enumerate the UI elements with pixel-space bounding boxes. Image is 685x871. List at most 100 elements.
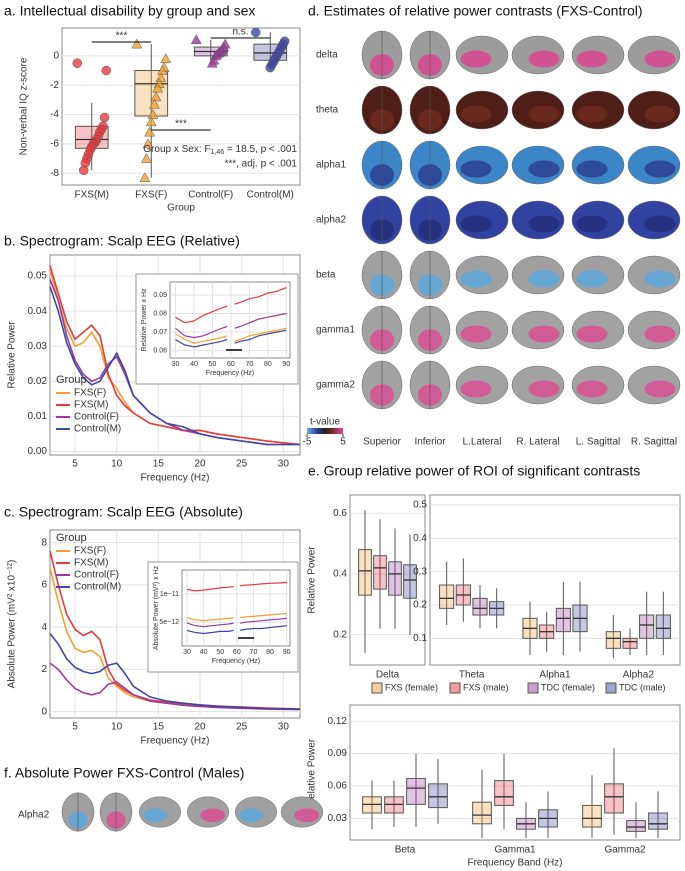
stats-text-part: = 18.5, p < .001 (224, 144, 297, 155)
y-tick-label: 4 (41, 622, 47, 633)
x-tick-label: Alpha1 (539, 670, 571, 681)
box (472, 801, 492, 825)
x-tick-label: 60 (233, 649, 241, 656)
y-tick-label: -8 (50, 168, 59, 179)
brain-activation (528, 380, 560, 398)
y-tick-label: 0.6 (333, 508, 347, 519)
brain-activation (644, 105, 676, 123)
y-tick-label: 0.09 (328, 748, 348, 759)
brain-activation (528, 50, 560, 68)
y-tick-label: 0.07 (153, 329, 167, 336)
box (605, 631, 621, 649)
y-axis-label: Non-verbal IQ z-score (19, 57, 30, 155)
box (403, 564, 417, 599)
brain-activation (576, 380, 608, 398)
x-tick-label: 90 (283, 649, 291, 656)
y-tick-label: 8 (41, 537, 47, 548)
x-tick-label: Delta (376, 670, 400, 681)
row-label: alpha1 (316, 160, 346, 171)
x-tick-label: 80 (264, 361, 272, 368)
view-label: Inferior (414, 437, 446, 448)
x-tick-label: 90 (282, 361, 290, 368)
colorbar-tick-label: 5 (340, 437, 346, 448)
x-tick-label: 30 (183, 649, 191, 656)
data-point (265, 62, 275, 73)
y-tick-label: -2 (50, 80, 59, 91)
colorbar (307, 428, 343, 434)
box (604, 783, 624, 814)
brain-activation (576, 50, 608, 68)
row-label: alpha2 (316, 215, 346, 226)
significance-label: n.s. (232, 27, 248, 38)
x-tick-label: Gamma1 (494, 845, 536, 856)
panel-title: d. Estimates of relative power contrasts… (308, 3, 643, 19)
y-tick-label: 0.3 (413, 566, 427, 577)
legend-title: Group (56, 532, 87, 544)
x-tick-label: 60 (227, 361, 235, 368)
data-point (131, 38, 143, 49)
stats-text-part: 1,46 (211, 149, 225, 156)
y-tick-label: 0.08 (153, 310, 167, 317)
brain-activation (576, 325, 608, 343)
x-tick-label: 20 (194, 459, 206, 470)
series-line (49, 633, 301, 710)
x-tick-label: Beta (395, 845, 416, 856)
brain-activation (460, 325, 492, 343)
view-label: R. Sagittal (631, 437, 677, 448)
chart-title: a. Intellectual disability by group and … (4, 3, 255, 19)
y-tick-label: 0.4 (333, 569, 347, 580)
legend-label: FXS (female) (385, 682, 438, 692)
series-line (186, 612, 287, 622)
brain-activation (528, 160, 560, 178)
legend-swatch (371, 682, 383, 694)
y-tick-label: 0.2 (333, 629, 347, 640)
data-point (142, 138, 154, 149)
y-axis-label: Absolute Power (mV²) x Hz (153, 565, 160, 650)
y-axis-label: Relative Power (307, 546, 318, 614)
x-axis-label: Frequency Band (Hz) (467, 858, 562, 869)
data-point (206, 57, 218, 68)
x-tick-label: 20 (194, 722, 206, 733)
significance-label: *** (175, 119, 187, 130)
series-line (175, 329, 287, 348)
data-point (147, 109, 159, 119)
x-axis-label: Frequency (Hz) (141, 736, 210, 747)
x-tick-label: 70 (245, 361, 253, 368)
x-tick-label: Theta (459, 670, 485, 681)
plot-area (181, 569, 291, 647)
box (406, 777, 426, 805)
series-line (49, 286, 300, 446)
series-line (175, 312, 287, 339)
y-tick-label: 0 (41, 706, 47, 717)
y-tick-label: 0.01 (28, 411, 48, 422)
stats-note: ***, adj. p < .001 (224, 159, 297, 170)
series-line (49, 265, 301, 446)
x-axis-label: Group (167, 203, 195, 214)
brain-activation (528, 325, 560, 343)
legend-label: FXS(M) (74, 558, 108, 569)
stats-text-part: Group x Sex: F (143, 144, 210, 155)
legend-label: FXS (male) (463, 682, 509, 692)
x-tick-label: 40 (190, 361, 198, 368)
x-tick-label: 10 (111, 459, 123, 470)
brain-activation (460, 160, 492, 178)
box (388, 561, 402, 596)
legend-title: Group (56, 374, 87, 386)
x-tick-label: 40 (200, 649, 208, 656)
legend-label: FXS(M) (74, 400, 108, 411)
colorbar-tick-label: -5 (303, 437, 312, 448)
box (358, 549, 372, 596)
legend-label: TDC (female) (541, 682, 595, 692)
row-label: gamma2 (316, 380, 355, 391)
box (494, 780, 514, 806)
x-tick-label: 25 (236, 459, 248, 470)
legend-label: Control(F) (74, 412, 119, 423)
legend-swatch (527, 682, 539, 694)
row-label: Alpha2 (18, 810, 50, 821)
series-line (186, 617, 287, 628)
x-tick-label: 15 (153, 459, 165, 470)
y-tick-label: 0.12 (328, 716, 348, 727)
y-tick-label: 0 (53, 51, 59, 62)
chart-title: e. Group relative power of ROI of signif… (308, 463, 640, 479)
